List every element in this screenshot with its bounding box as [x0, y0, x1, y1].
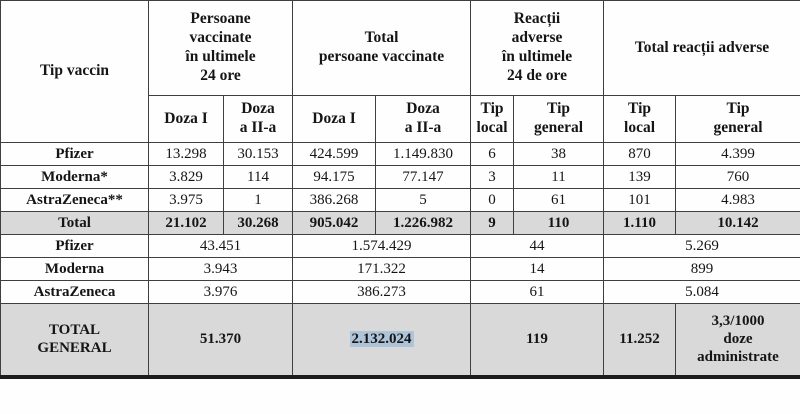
data-cell: 1.149.830 — [374, 142, 472, 166]
table-row-pfizer-daily: Pfizer 13.298 30.153 424.599 1.149.830 6… — [0, 142, 800, 166]
header-tip-vaccin: Tip vaccin — [0, 0, 149, 143]
data-cell: 870 — [603, 142, 677, 166]
data-cell-reactions-24h: 119 — [470, 303, 605, 377]
data-cell: 13.298 — [148, 142, 224, 166]
data-cell-reactions-local-total: 11.252 — [603, 303, 677, 377]
data-cell: 44 — [470, 234, 605, 258]
data-cell: 899 — [603, 257, 800, 281]
data-cell: 38 — [513, 142, 605, 166]
data-cell: 386.273 — [291, 280, 472, 304]
data-cell: 77.147 — [374, 165, 472, 189]
data-cell: 424.599 — [292, 142, 376, 166]
table-row-pfizer-cumulative: Pfizer 43.451 1.574.429 44 5.269 — [0, 234, 800, 258]
row-label: Total — [0, 211, 149, 235]
data-cell: 5.269 — [603, 234, 800, 258]
data-cell: 101 — [603, 188, 677, 212]
data-cell: 4.399 — [675, 142, 800, 166]
data-cell: 114 — [223, 165, 293, 189]
data-cell: 5 — [374, 188, 472, 212]
table-row-total-daily: Total 21.102 30.268 905.042 1.226.982 9 … — [0, 211, 800, 235]
data-cell: 6 — [470, 142, 515, 166]
row-label: TOTAL GENERAL — [0, 303, 149, 377]
table-row-moderna-daily: Moderna* 3.829 114 94.175 77.147 3 11 13… — [0, 165, 800, 189]
subheader-tip-local-total: Tip local — [603, 95, 677, 143]
data-cell: 11 — [513, 165, 605, 189]
subheader-doza2-24h: Doza a II-a — [223, 95, 293, 143]
row-label: Pfizer — [0, 142, 149, 166]
highlighted-value: 2.132.024 — [349, 331, 414, 348]
data-cell: 10.142 — [675, 211, 800, 235]
row-label: Moderna — [0, 257, 149, 281]
data-cell: 1.226.982 — [374, 211, 472, 235]
subheader-doza1-total: Doza I — [292, 95, 376, 143]
data-cell: 139 — [603, 165, 677, 189]
data-cell: 43.451 — [148, 234, 293, 258]
subheader-doza2-total: Doza a II-a — [374, 95, 472, 143]
data-cell: 1 — [223, 188, 293, 212]
data-cell: 61 — [470, 280, 605, 304]
data-cell: 5.084 — [603, 280, 800, 304]
data-cell: 171.322 — [291, 257, 472, 281]
data-cell: 9 — [470, 211, 515, 235]
header-group-total-vaccinated: Total persoane vaccinate — [291, 0, 472, 96]
data-cell: 30.268 — [223, 211, 293, 235]
data-cell: 4.983 — [675, 188, 800, 212]
data-cell: 1.110 — [603, 211, 677, 235]
data-cell: 760 — [675, 165, 800, 189]
data-cell: 0 — [470, 188, 515, 212]
data-cell: 94.175 — [292, 165, 376, 189]
data-cell-reactions-rate: 3,3/1000 doze administrate — [675, 303, 800, 377]
subheader-tip-local-24h: Tip local — [470, 95, 515, 143]
header-group-reactions-24h: Reacții adverse în ultimele 24 de ore — [470, 0, 605, 96]
data-cell: 61 — [513, 188, 605, 212]
data-cell: 14 — [470, 257, 605, 281]
data-cell: 21.102 — [148, 211, 224, 235]
header-group-total-reactions: Total reacții adverse — [603, 0, 800, 96]
table-row-total-general: TOTAL GENERAL 51.370 2.132.024 119 11.25… — [0, 303, 800, 377]
data-cell: 3.943 — [148, 257, 293, 281]
table-row-moderna-cumulative: Moderna 3.943 171.322 14 899 — [0, 257, 800, 281]
data-cell: 3.976 — [148, 280, 293, 304]
data-cell-total-vaccinated: 2.132.024 — [291, 303, 472, 377]
row-label: Pfizer — [0, 234, 149, 258]
data-cell: 386.268 — [292, 188, 376, 212]
data-cell-vaccinated-24h: 51.370 — [148, 303, 293, 377]
subheader-doza1-24h: Doza I — [148, 95, 224, 143]
data-cell: 30.153 — [223, 142, 293, 166]
data-cell: 110 — [513, 211, 605, 235]
row-label: AstraZeneca — [0, 280, 149, 304]
header-group-vaccinated-24h: Persoane vaccinate în ultimele 24 ore — [148, 0, 293, 96]
vaccination-table: Tip vaccin Persoane vaccinate în ultimel… — [0, 0, 800, 379]
data-cell: 905.042 — [292, 211, 376, 235]
data-cell: 3.975 — [148, 188, 224, 212]
header-row-subcolumns: Doza I Doza a II-a Doza I Doza a II-a Ti… — [1, 95, 800, 143]
table-row-astrazeneca-cumulative: AstraZeneca 3.976 386.273 61 5.084 — [0, 280, 800, 304]
data-cell: 1.574.429 — [291, 234, 472, 258]
data-cell: 3.829 — [148, 165, 224, 189]
row-label: AstraZeneca** — [0, 188, 149, 212]
header-row-groups: Tip vaccin Persoane vaccinate în ultimel… — [0, 0, 800, 143]
table-row-astrazeneca-daily: AstraZeneca** 3.975 1 386.268 5 0 61 101… — [0, 188, 800, 212]
subheader-tip-general-total: Tip general — [675, 95, 800, 143]
data-cell: 3 — [470, 165, 515, 189]
row-label: Moderna* — [0, 165, 149, 189]
subheader-tip-general-24h: Tip general — [513, 95, 605, 143]
